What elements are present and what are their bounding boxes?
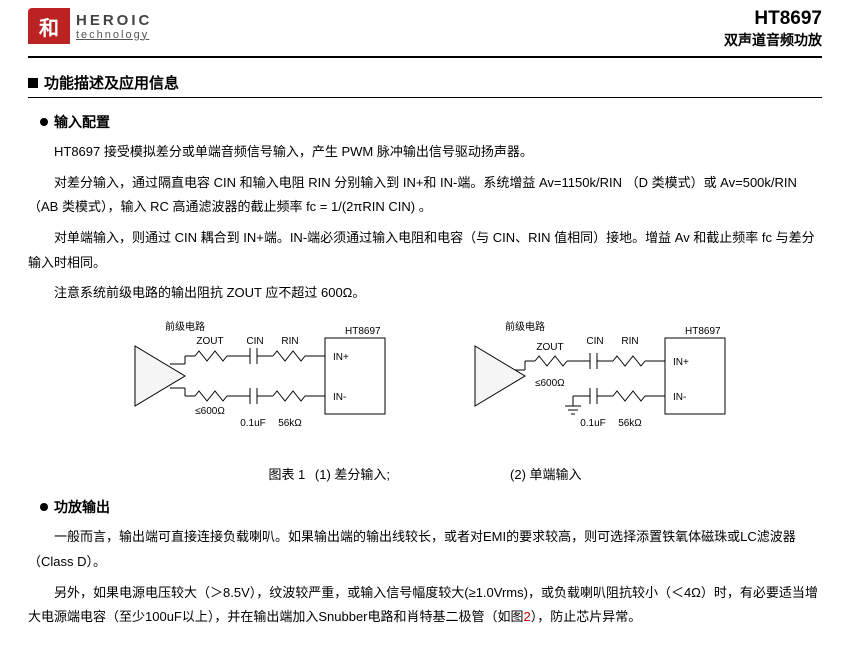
subhead-input-config-text: 输入配置 [54, 112, 110, 132]
logo-text: HEROIC technology [76, 12, 152, 41]
section-title: 功能描述及应用信息 [28, 72, 822, 93]
paragraph-output-2b: ），防止芯片异常。 [531, 609, 642, 624]
figure-differential: 前级电路 ZOUT ≤600Ω CIN [115, 316, 395, 456]
label-res-val: 56kΩ [278, 418, 302, 429]
label-rin-top: RIN [281, 336, 298, 347]
label-device-2: HT8697 [685, 326, 721, 337]
label-cap-val-2: 0.1uF [580, 418, 606, 429]
dot-bullet-icon [40, 503, 48, 511]
label-cap-val: 0.1uF [240, 418, 266, 429]
label-zout-2: ZOUT [536, 342, 563, 353]
label-prestage-2: 前级电路 [505, 320, 545, 333]
paragraph-output-2: 另外，如果电源电压较大（＞8.5V），纹波较严重，或输入信号幅度较大(≥1.0V… [28, 581, 822, 630]
brand-name: HEROIC [76, 12, 152, 29]
header-divider [28, 56, 822, 58]
section-title-text: 功能描述及应用信息 [44, 72, 179, 93]
label-zout-limit-2: ≤600Ω [535, 378, 565, 389]
label-device: HT8697 [345, 326, 381, 337]
label-zout-limit: ≤600Ω [195, 406, 225, 417]
paragraph-input-3: 对单端输入，则通过 CIN 耦合到 IN+端。IN-端必须通过输入电阻和电容（与… [28, 226, 822, 275]
section-underline [28, 97, 822, 98]
subhead-input-config: 输入配置 [40, 112, 822, 132]
label-inn-2: IN- [673, 392, 686, 403]
logo-mark: 和 [28, 8, 70, 44]
subhead-output: 功放输出 [40, 497, 822, 517]
brand-sub: technology [76, 29, 152, 41]
paragraph-input-4: 注意系统前级电路的输出阻抗 ZOUT 应不超过 600Ω。 [28, 281, 822, 306]
dot-bullet-icon [40, 118, 48, 126]
logo-block: 和 HEROIC technology [28, 8, 152, 44]
part-subtitle: 双声道音频功放 [724, 30, 822, 50]
label-res-val-2: 56kΩ [618, 418, 642, 429]
figure-caption-row: 图表 1 (1) 差分输入; (2) 单端输入 [28, 464, 822, 483]
label-prestage: 前级电路 [165, 320, 205, 333]
label-inp: IN+ [333, 352, 349, 363]
subhead-output-text: 功放输出 [54, 497, 110, 517]
figures-row: 前级电路 ZOUT ≤600Ω CIN [28, 316, 822, 456]
header-right: HT8697 双声道音频功放 [724, 8, 822, 50]
figure-caption-b: (2) 单端输入 [510, 464, 582, 483]
label-cin-top-2: CIN [586, 336, 603, 347]
square-bullet-icon [28, 78, 38, 88]
figure-ref-link[interactable]: 2 [524, 609, 531, 624]
figure-caption-a: 图表 1 (1) 差分输入; [268, 464, 390, 483]
header: 和 HEROIC technology HT8697 双声道音频功放 [28, 0, 822, 54]
label-inn: IN- [333, 392, 346, 403]
part-number: HT8697 [724, 8, 822, 30]
figure-caption-lead: 图表 1 [268, 467, 305, 482]
label-zout: ZOUT [196, 336, 223, 347]
label-rin-top-2: RIN [621, 336, 638, 347]
label-inp-2: IN+ [673, 357, 689, 368]
figure-caption-a-text: (1) 差分输入; [315, 467, 390, 482]
figure-single-ended: 前级电路 ZOUT ≤600Ω CIN RIN [455, 316, 735, 456]
paragraph-input-1: HT8697 接受模拟差分或单端音频信号输入，产生 PWM 脉冲输出信号驱动扬声… [28, 140, 822, 165]
page: 和 HEROIC technology HT8697 双声道音频功放 功能描述及… [0, 0, 850, 656]
paragraph-output-1: 一般而言，输出端可直接连接负载喇叭。如果输出端的输出线较长，或者对EMI的要求较… [28, 525, 822, 574]
paragraph-output-2a: 另外，如果电源电压较大（＞8.5V），纹波较严重，或输入信号幅度较大(≥1.0V… [28, 585, 818, 625]
paragraph-input-2: 对差分输入，通过隔直电容 CIN 和输入电阻 RIN 分别输入到 IN+和 IN… [28, 171, 822, 220]
label-cin-top: CIN [246, 336, 263, 347]
